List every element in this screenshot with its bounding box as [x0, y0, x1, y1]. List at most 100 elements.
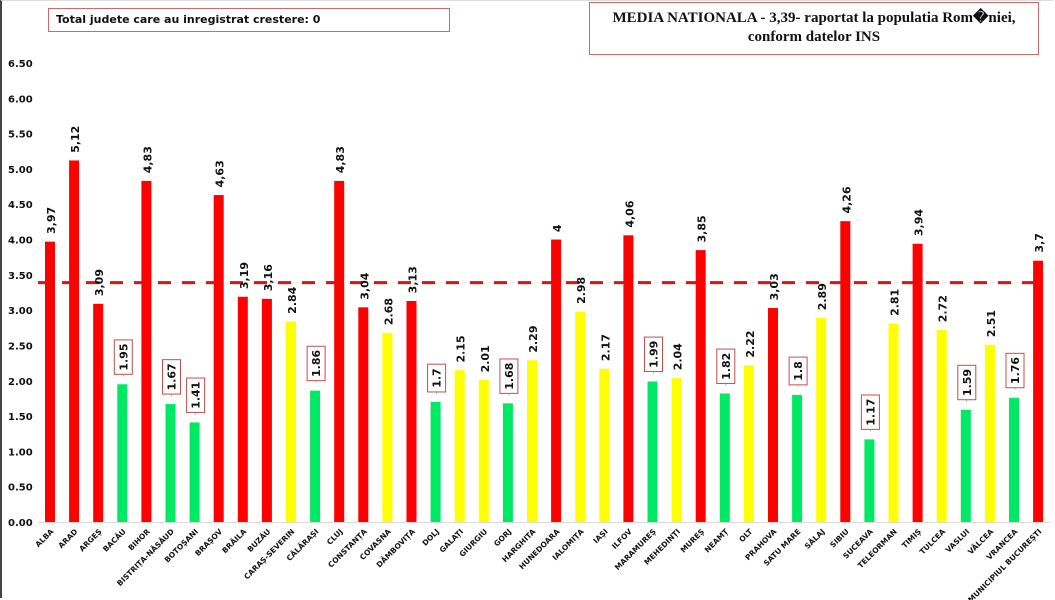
data-label: 3,16 — [262, 264, 275, 291]
data-label-text: 1.76 — [1009, 357, 1022, 384]
data-label: 2.29 — [527, 326, 540, 353]
data-label: 4,26 — [840, 186, 853, 213]
y-tick-label: 3.00 — [8, 306, 33, 317]
data-label-text: 3,85 — [696, 215, 709, 242]
bar-iași — [599, 368, 610, 522]
data-label-text: 1.17 — [864, 399, 877, 426]
data-label-text: 4,26 — [840, 186, 853, 213]
data-label-text: 3,16 — [262, 264, 275, 291]
data-label: 1.76 — [1005, 352, 1025, 390]
x-tick-label: GORJ — [492, 527, 513, 548]
bar-timiș — [912, 243, 923, 522]
data-label: 4,63 — [214, 160, 227, 187]
data-label-text: 4,83 — [334, 146, 347, 173]
bar-suceava — [864, 439, 875, 522]
data-label-text: 4 — [551, 224, 564, 232]
bar-bistrița-năsăud — [165, 404, 176, 522]
data-label-text: 3,09 — [93, 269, 106, 296]
data-label-box — [427, 363, 447, 393]
bar-ialomița — [575, 311, 586, 522]
bar-harghita — [527, 360, 537, 522]
data-label-text: 2.29 — [527, 326, 540, 353]
data-label-text: 2.68 — [382, 298, 395, 325]
data-label: 3,03 — [768, 273, 781, 300]
x-tick-label: ARAD — [56, 527, 79, 550]
x-tick-label: BRĂILA — [220, 527, 248, 555]
bar-constanța — [358, 307, 369, 522]
data-label: 4 — [551, 224, 564, 232]
data-label-text: 2.72 — [937, 295, 950, 322]
bar-dolj — [430, 401, 441, 522]
data-label-text: 2.15 — [455, 335, 468, 362]
data-label: 1.82 — [716, 348, 736, 386]
y-tick-label: 5.50 — [8, 130, 33, 141]
x-tick-label: DOLJ — [420, 527, 441, 548]
y-tick-label: 6.00 — [8, 94, 33, 105]
data-label: 2.04 — [672, 343, 685, 370]
data-label: 3,94 — [913, 209, 926, 236]
national-average-title-line1: MEDIA NATIONALA - 3,39- raportat la popu… — [612, 10, 1016, 26]
data-label: 1.8 — [788, 356, 808, 387]
data-label-text: 2.01 — [479, 345, 492, 372]
bar-brașov — [213, 195, 224, 522]
data-label: 2.98 — [575, 277, 588, 304]
data-label-text: 2.22 — [744, 330, 757, 357]
data-label: 3,7 — [1033, 233, 1046, 253]
bar-caraș-severin — [286, 321, 296, 522]
data-label: 2.15 — [455, 335, 468, 362]
y-tick-label: 0.50 — [8, 483, 33, 494]
data-label: 2.72 — [937, 295, 950, 322]
bar-mehedinți — [671, 377, 682, 522]
data-label-text: 1.82 — [720, 353, 733, 380]
data-label: 2.51 — [985, 310, 998, 337]
data-label-text: 1.99 — [648, 341, 661, 368]
x-tick-label: CLUJ — [325, 527, 345, 547]
data-label: 3,09 — [93, 269, 106, 296]
growth-counter-label: Total judete care au inregistrat crester… — [56, 13, 321, 26]
data-label: 3,13 — [407, 266, 420, 293]
bar-bacău — [117, 384, 128, 522]
bar-sibiu — [840, 221, 851, 522]
bar-botoșani — [189, 422, 200, 522]
data-label-text: 2.98 — [575, 277, 588, 304]
data-label: 2.84 — [286, 286, 299, 313]
x-tick-label: ALBA — [33, 527, 55, 549]
x-tick-labels-group: ALBA ARADARGEȘBACĂUBIHORBISTRIȚA-NĂSĂUDBO… — [33, 526, 1043, 600]
bar-maramureș — [647, 381, 658, 522]
y-tick-label: 3.50 — [8, 271, 33, 282]
x-tick-label: ARGEȘ — [77, 527, 103, 553]
bar-neamț — [719, 393, 730, 522]
data-label-box — [788, 356, 808, 386]
data-label-text: 3,19 — [238, 262, 251, 289]
bars-group — [45, 160, 1044, 523]
data-label: 1.68 — [499, 358, 519, 396]
y-tick-label: 1.00 — [8, 447, 33, 458]
y-tick-label: 6.50 — [8, 59, 33, 70]
data-label-text: 1.59 — [961, 369, 974, 396]
data-label: 1.67 — [162, 359, 181, 397]
bar-vrancea — [1009, 397, 1019, 522]
data-label-text: 4,63 — [214, 160, 227, 187]
data-label: 1.41 — [186, 377, 206, 415]
x-tick-label: SĂLAJ — [803, 527, 827, 551]
data-label-text: 1.67 — [166, 363, 179, 390]
bar-alba — [45, 241, 55, 522]
bar-argeș — [93, 303, 104, 522]
bar-teleorman — [888, 323, 899, 522]
data-label: 2.68 — [382, 298, 395, 325]
data-label-text: 1.95 — [117, 344, 130, 371]
y-tick-label: 1.50 — [8, 412, 33, 423]
data-label: 2.89 — [816, 283, 829, 310]
x-tick-label: IAȘI — [591, 527, 609, 545]
data-label-text: 3,03 — [768, 273, 781, 300]
bar-municipiul-bucurești — [1033, 260, 1044, 522]
bar-vaslui — [960, 409, 971, 522]
bar-giurgiu — [478, 380, 489, 522]
x-tick-label: MUREȘ — [679, 527, 706, 554]
data-label: 2.17 — [599, 334, 612, 361]
data-label-text: 1.8 — [792, 361, 805, 381]
y-tick-label: 0.00 — [8, 518, 33, 529]
data-labels-group: 3,97 5,12 3,09 1.95 4,83 1.67 1.41 4,63 3,19 3,16… — [45, 126, 1046, 432]
bar-arad — [69, 160, 80, 523]
